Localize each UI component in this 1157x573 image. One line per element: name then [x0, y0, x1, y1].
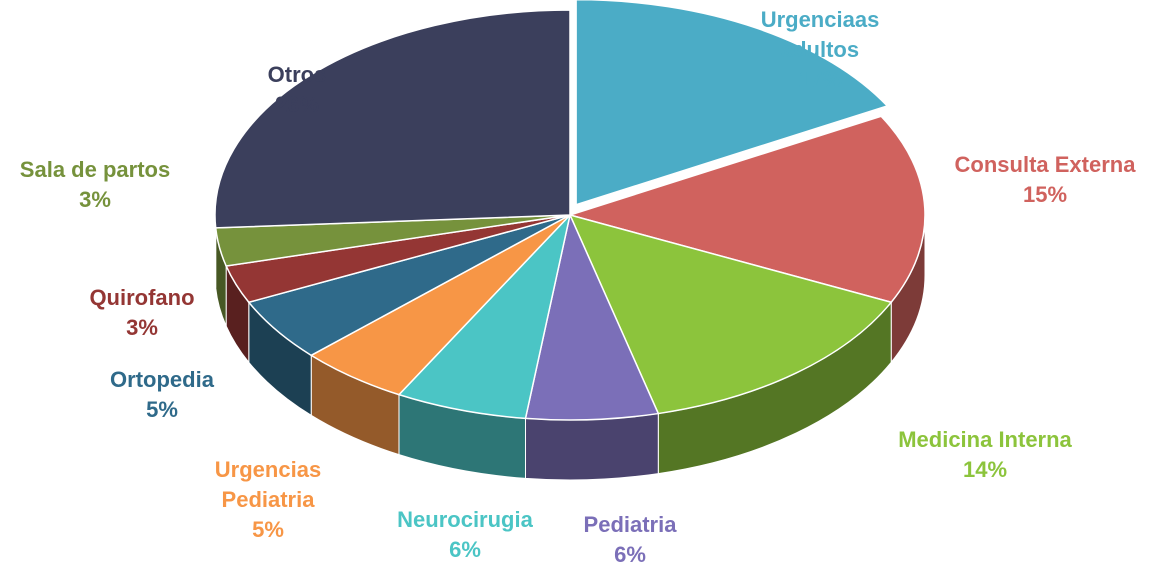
slice-label: Ortopedia 5%: [62, 365, 262, 425]
slice: [568, 213, 893, 415]
slice-value: 15%: [1022, 182, 1068, 207]
slice-label: Sala de partos 3%: [0, 155, 205, 215]
slice-name: Pediatria: [583, 512, 677, 537]
slice: [567, 115, 926, 304]
slice: [524, 212, 660, 421]
slice: [397, 212, 572, 420]
slice-value: 17%: [797, 67, 843, 92]
slice-value: 5%: [252, 517, 284, 542]
slice-side: [525, 412, 659, 481]
slice-name: Otros: [267, 62, 327, 87]
slice-value: 5%: [146, 397, 178, 422]
slice-value: 3%: [79, 187, 111, 212]
slice-label: Otros 26%: [227, 60, 367, 120]
slice-name: Quirofano: [89, 285, 195, 310]
slice-name: Neurocirugia: [397, 507, 533, 532]
slice: [214, 9, 571, 229]
slice-name: Urgenciaas adultos: [760, 7, 880, 62]
slice-label: Medicina Interna 14%: [855, 425, 1115, 485]
slice-label: Consulta Externa 15%: [915, 150, 1157, 210]
slice-value: 6%: [449, 537, 481, 562]
slice-value: 26%: [274, 92, 320, 117]
slice-name: Ortopedia: [110, 367, 214, 392]
slice-label: Urgencias Pediatria 5%: [198, 455, 338, 545]
slice-name: Sala de partos: [19, 157, 171, 182]
slice-name: Urgencias Pediatria: [214, 457, 322, 512]
slice-name: Medicina Interna: [898, 427, 1072, 452]
slice-label: Pediatria 6%: [530, 510, 730, 570]
slice-label: Neurocirugia 6%: [365, 505, 565, 565]
slice-label: Quirofano 3%: [42, 283, 242, 343]
slice-value: 6%: [614, 542, 646, 567]
slice-value: 14%: [962, 457, 1008, 482]
slice-label: Urgenciaas adultos 17%: [750, 5, 890, 95]
slice: [575, 0, 889, 206]
slice-value: 3%: [126, 315, 158, 340]
slice-name: Consulta Externa: [954, 152, 1136, 177]
